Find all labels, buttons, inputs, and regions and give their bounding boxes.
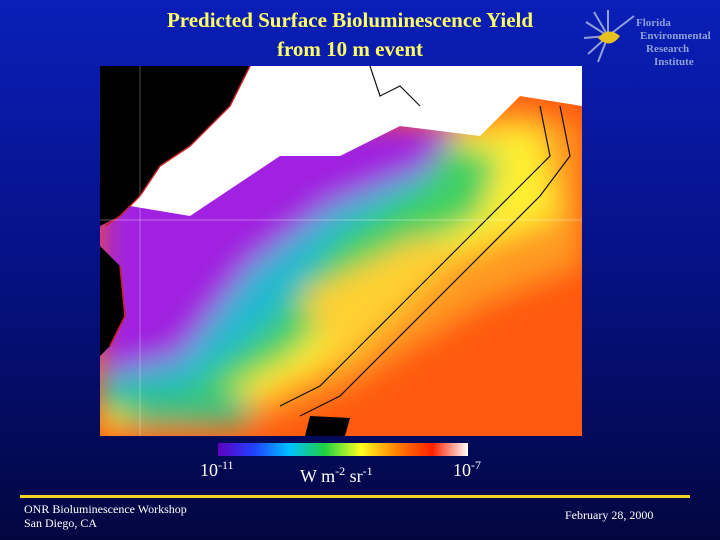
logo-icon	[583, 10, 635, 63]
base: W m	[300, 466, 336, 486]
base: sr	[345, 466, 363, 486]
logo-line: Florida	[636, 17, 671, 29]
footer-left: ONR Bioluminescence Workshop San Diego, …	[24, 502, 187, 530]
footer-date: February 28, 2000	[565, 508, 654, 522]
base: 10	[200, 460, 218, 480]
colorbar	[218, 443, 468, 456]
title-line: from 10 m event	[277, 37, 423, 61]
footer-line: ONR Bioluminescence Workshop	[24, 502, 187, 516]
satellite-image	[100, 66, 582, 436]
colorbar-unit: W m-2 sr-1	[300, 464, 373, 487]
logo-line: Environmental	[640, 30, 711, 42]
exponent: -2	[335, 464, 346, 478]
logo-text: Florida Environmental Research Institute	[636, 17, 711, 69]
exponent: -7	[471, 458, 481, 472]
footer-rule	[20, 495, 690, 498]
base: 10	[453, 460, 471, 480]
footer-line: San Diego, CA	[24, 516, 97, 530]
exponent: -11	[218, 458, 234, 472]
slide-title: Predicted Surface Bioluminescence Yield …	[100, 6, 600, 64]
colorbar-min-label: 10-11	[200, 458, 234, 481]
logo-line: Institute	[654, 56, 694, 68]
colorbar-max-label: 10-7	[453, 458, 481, 481]
exponent: -1	[362, 464, 373, 478]
logo-line: Research	[646, 43, 690, 55]
title-line: Predicted Surface Bioluminescence Yield	[166, 8, 534, 32]
